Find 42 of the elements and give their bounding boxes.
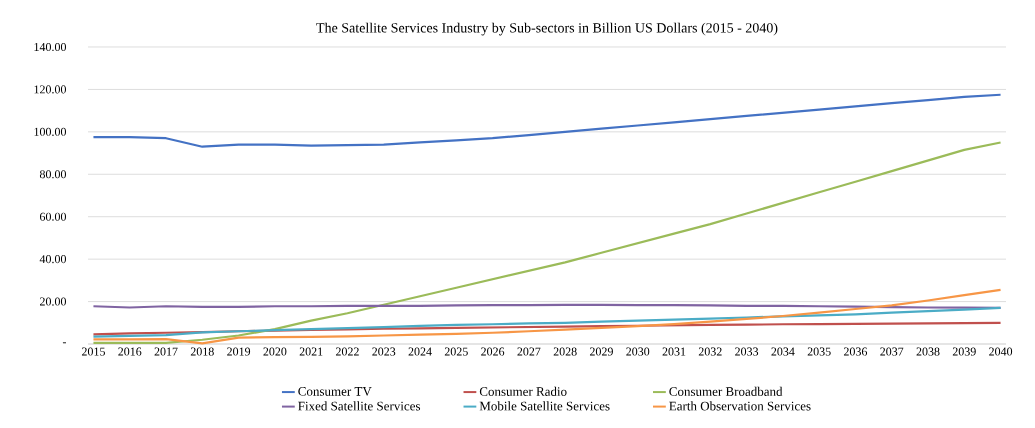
x-tick-label: 2031 bbox=[662, 347, 686, 356]
y-tick-label: 140.00 bbox=[34, 42, 66, 52]
x-tick-label: 2025 bbox=[444, 347, 468, 356]
y-tick-label: 80.00 bbox=[39, 170, 66, 179]
x-tick-label: 2015 bbox=[81, 347, 105, 356]
y-tick-label: 100.00 bbox=[34, 127, 66, 136]
x-tick-label: 2029 bbox=[589, 347, 613, 356]
legend-label: Fixed Satellite Services bbox=[298, 401, 421, 411]
x-tick-label: 2030 bbox=[626, 347, 650, 356]
x-tick-label: 2018 bbox=[190, 347, 214, 356]
x-tick-label: 2035 bbox=[807, 347, 831, 356]
line-series bbox=[92, 288, 1002, 345]
y-tick-label: 40.00 bbox=[39, 255, 66, 264]
x-tick-label: 2020 bbox=[263, 347, 287, 356]
x-tick-label: 2023 bbox=[372, 347, 396, 356]
x-tick-label: 2033 bbox=[735, 347, 759, 356]
x-tick-label: 2024 bbox=[408, 347, 432, 356]
x-tick-label: 2026 bbox=[481, 347, 505, 356]
x-tick-label: 2022 bbox=[335, 347, 359, 356]
chart-title: The Satellite Services Industry by Sub-sectors in Billion US Dollars (2015 - 2040) bbox=[316, 22, 778, 36]
x-tick-label: 2028 bbox=[553, 347, 577, 356]
x-tick-label: 2021 bbox=[299, 347, 323, 356]
x-tick-label: 2036 bbox=[843, 347, 868, 356]
x-tick-label: 2034 bbox=[771, 347, 795, 356]
x-tick-label: 2037 bbox=[880, 347, 904, 356]
legend-label: Consumer Radio bbox=[479, 386, 567, 396]
y-tick-label: - bbox=[62, 342, 67, 344]
x-tick-label: 2039 bbox=[952, 347, 976, 356]
x-tick-label: 2019 bbox=[227, 347, 251, 356]
x-tick-label: 2027 bbox=[517, 347, 541, 356]
legend-label: Consumer TV bbox=[298, 387, 372, 396]
y-tick-label: 120.00 bbox=[34, 85, 66, 94]
x-tick-label: 2032 bbox=[698, 347, 722, 356]
x-tick-label: 2017 bbox=[154, 347, 178, 356]
legend-label: Earth Observation Services bbox=[669, 401, 811, 411]
x-tick-label: 2016 bbox=[118, 347, 142, 356]
y-tick-label: 20.00 bbox=[40, 297, 66, 306]
y-tick-label: 60.00 bbox=[39, 212, 66, 221]
x-tick-label: 2040 bbox=[989, 347, 1013, 356]
legend-label: Mobile Satellite Services bbox=[479, 401, 610, 411]
x-tick-label: 2038 bbox=[916, 347, 940, 356]
legend-label: Consumer Broadband bbox=[669, 386, 783, 396]
